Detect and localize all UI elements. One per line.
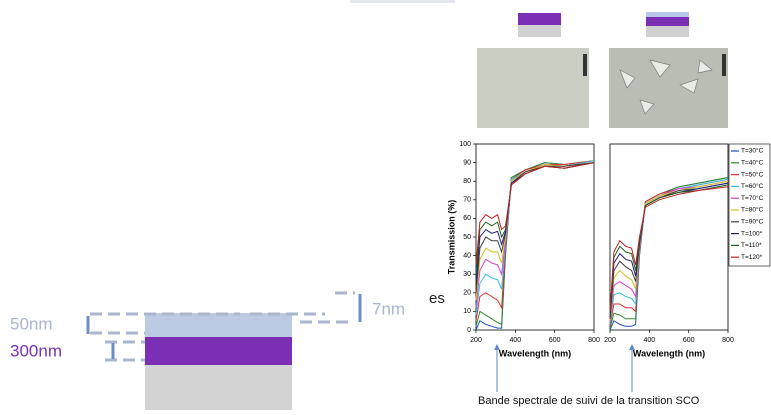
plot-frame xyxy=(475,143,595,331)
y-tick-label: 10 xyxy=(463,308,471,315)
data-line xyxy=(609,182,729,319)
arrow-line xyxy=(496,346,633,392)
layer-substrate xyxy=(145,365,292,410)
top-box xyxy=(350,0,455,3)
x-tick-label: 200 xyxy=(604,337,616,344)
data-line xyxy=(609,186,729,312)
data-line xyxy=(475,162,595,301)
data-line xyxy=(475,162,595,284)
layer-middle xyxy=(145,337,292,365)
x-tick-label: 600 xyxy=(549,337,561,344)
legend-label: T=50°C xyxy=(741,170,764,178)
y-tick-label: 80 xyxy=(463,178,471,185)
x-tick-label: 400 xyxy=(643,337,655,344)
legend-label: T=90°C xyxy=(741,218,764,226)
y-tick-label: 60 xyxy=(463,215,471,222)
crystals xyxy=(619,59,713,115)
swatch-purple xyxy=(518,13,561,25)
dimension-arrows xyxy=(86,294,362,359)
y-tick-label: 0 xyxy=(467,327,471,334)
legend-label: T=30°C xyxy=(741,147,764,155)
data-line xyxy=(609,178,729,325)
x-tick-label: 800 xyxy=(722,337,734,344)
y-tick-label: 90 xyxy=(463,159,471,166)
scale-bar xyxy=(722,54,726,76)
legend-label: T=40°C xyxy=(741,159,764,167)
y-tick-label: 40 xyxy=(463,252,471,259)
x-tick-label: 800 xyxy=(588,337,600,344)
x-axis-label: Wavelength (nm) xyxy=(499,348,571,358)
data-line xyxy=(475,160,595,331)
swatch-gray xyxy=(518,25,561,37)
x-tick-label: 200 xyxy=(470,337,482,344)
y-tick-label: 30 xyxy=(463,271,471,278)
y-tick-label: 70 xyxy=(463,197,471,204)
data-line xyxy=(609,180,729,321)
data-line xyxy=(475,162,595,275)
data-line xyxy=(475,160,595,316)
legend-label: T=60°C xyxy=(741,182,764,190)
micrograph xyxy=(477,48,589,128)
thickness-label: 7nm xyxy=(372,299,405,318)
y-tick-label: 50 xyxy=(463,234,471,241)
y-axis-label: Transmission (%) xyxy=(446,200,456,275)
x-axis-label: Wavelength (nm) xyxy=(633,348,705,358)
data-line xyxy=(475,162,595,265)
micrograph xyxy=(609,48,728,128)
scale-bar xyxy=(583,54,587,76)
caption: Bande spectrale de suivi de la transitio… xyxy=(478,395,700,407)
layer-top xyxy=(145,313,292,337)
swatch-gray xyxy=(646,26,689,37)
y-tick-label: 100 xyxy=(459,141,471,148)
thickness-label: 50nm xyxy=(10,314,53,333)
x-tick-label: 600 xyxy=(683,337,695,344)
legend-label: T=110* xyxy=(741,242,762,249)
y-tick-label: 20 xyxy=(463,290,471,297)
data-line xyxy=(609,180,729,323)
legend-label: T=100* xyxy=(741,230,763,237)
data-line xyxy=(609,184,729,316)
legend-label: T=70°C xyxy=(741,194,764,202)
data-line xyxy=(475,162,595,308)
legend-label: T=80°C xyxy=(741,206,764,214)
text-fragment: es xyxy=(429,290,445,307)
data-line xyxy=(609,177,729,331)
thickness-label: 300nm xyxy=(10,341,62,360)
data-line xyxy=(475,162,595,293)
charts: 200 400 600 800 0 10 20 30 40 50 60 70 80 90 100 Wavele… xyxy=(446,141,771,358)
data-line xyxy=(475,160,595,327)
swatch-blue xyxy=(646,12,689,17)
dashed-guides xyxy=(90,291,355,362)
plot-frame xyxy=(609,143,729,331)
legend-label: T=120* xyxy=(741,254,763,261)
swatch-purple xyxy=(646,17,689,26)
x-tick-label: 400 xyxy=(509,337,521,344)
